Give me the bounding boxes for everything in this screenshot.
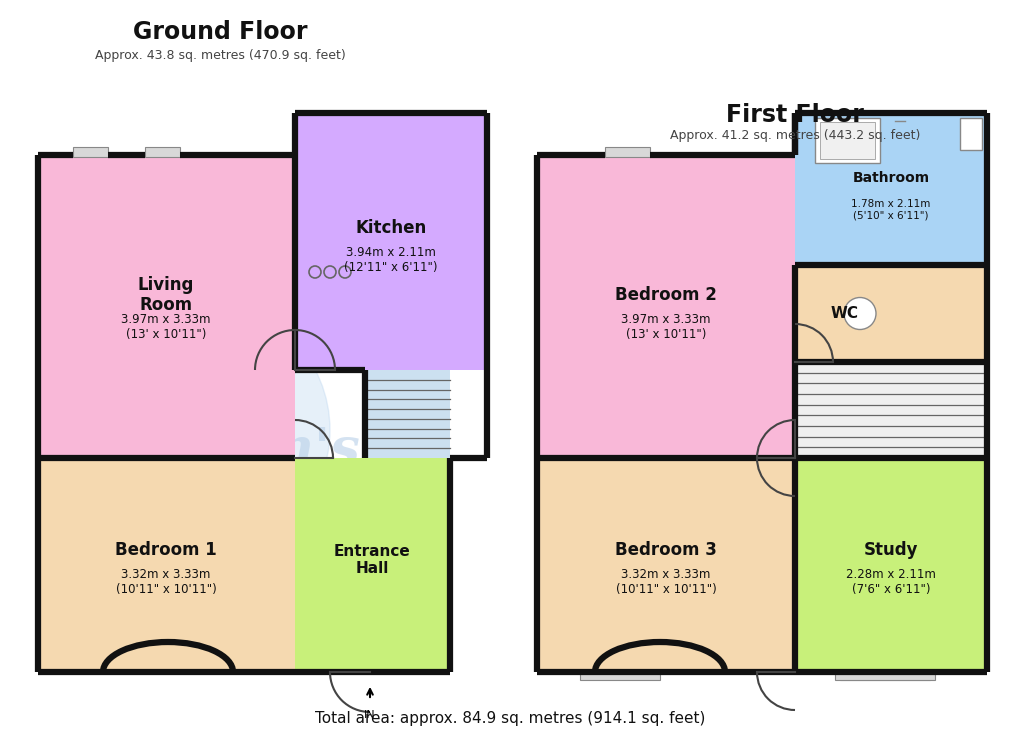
Text: Bedroom 1: Bedroom 1 [115, 541, 217, 559]
Text: 3.97m x 3.33m
(13' x 10'11"): 3.97m x 3.33m (13' x 10'11") [621, 313, 710, 341]
Bar [814, 118, 879, 163]
Text: 2.28m x 2.11m
(7'6" x 6'11"): 2.28m x 2.11m (7'6" x 6'11") [845, 568, 935, 596]
Text: Sales and Lettings: Sales and Lettings [602, 496, 837, 519]
Text: Approx. 41.2 sq. metres (443.2 sq. feet): Approx. 41.2 sq. metres (443.2 sq. feet) [669, 128, 919, 142]
Bar [536, 155, 794, 458]
Bar [365, 370, 449, 458]
Text: IN: IN [364, 710, 375, 720]
Text: First Floor: First Floor [726, 103, 863, 127]
Circle shape [589, 300, 849, 560]
Bar [38, 155, 294, 458]
Bar [794, 265, 986, 362]
Circle shape [70, 300, 330, 560]
Bar [604, 147, 649, 157]
Text: Tristram's: Tristram's [569, 424, 869, 476]
Bar [794, 362, 986, 458]
Text: 3.32m x 3.33m
(10'11" x 10'11"): 3.32m x 3.33m (10'11" x 10'11") [115, 568, 216, 596]
Text: Entrance
Hall: Entrance Hall [333, 544, 410, 577]
Text: Approx. 43.8 sq. metres (470.9 sq. feet): Approx. 43.8 sq. metres (470.9 sq. feet) [95, 48, 345, 62]
Text: 1.78m x 2.11m
(5'10" x 6'11"): 1.78m x 2.11m (5'10" x 6'11") [851, 199, 929, 221]
Text: Bathroom: Bathroom [852, 171, 928, 185]
Bar [294, 113, 486, 370]
Bar [73, 147, 108, 157]
Text: 3.97m x 3.33m
(13' x 10'11"): 3.97m x 3.33m (13' x 10'11") [121, 313, 211, 341]
Text: Bedroom 2: Bedroom 2 [614, 286, 716, 304]
Bar [294, 458, 449, 672]
Bar [536, 458, 794, 672]
Circle shape [843, 298, 875, 329]
Bar [145, 147, 179, 157]
Bar [959, 118, 981, 150]
Bar [580, 672, 659, 680]
Text: Sales and Lettings: Sales and Lettings [93, 496, 327, 519]
Text: Tristram's: Tristram's [59, 424, 360, 476]
Text: 3.94m x 2.11m
(12'11" x 6'11"): 3.94m x 2.11m (12'11" x 6'11") [344, 246, 437, 274]
Text: Study: Study [863, 541, 917, 559]
Text: 3.32m x 3.33m
(10'11" x 10'11"): 3.32m x 3.33m (10'11" x 10'11") [615, 568, 715, 596]
Text: Bedroom 3: Bedroom 3 [614, 541, 716, 559]
Bar [794, 113, 986, 265]
Bar [835, 670, 934, 680]
Bar [794, 155, 986, 458]
Text: Ground Floor: Ground Floor [132, 20, 307, 44]
Text: Living
Room: Living Room [138, 275, 194, 315]
Text: Kitchen: Kitchen [355, 219, 426, 237]
Bar [794, 458, 986, 672]
Bar [840, 672, 929, 680]
Bar [819, 122, 874, 159]
Bar [38, 458, 294, 672]
Text: WC: WC [830, 306, 858, 321]
Text: Total area: approx. 84.9 sq. metres (914.1 sq. feet): Total area: approx. 84.9 sq. metres (914… [315, 711, 704, 726]
